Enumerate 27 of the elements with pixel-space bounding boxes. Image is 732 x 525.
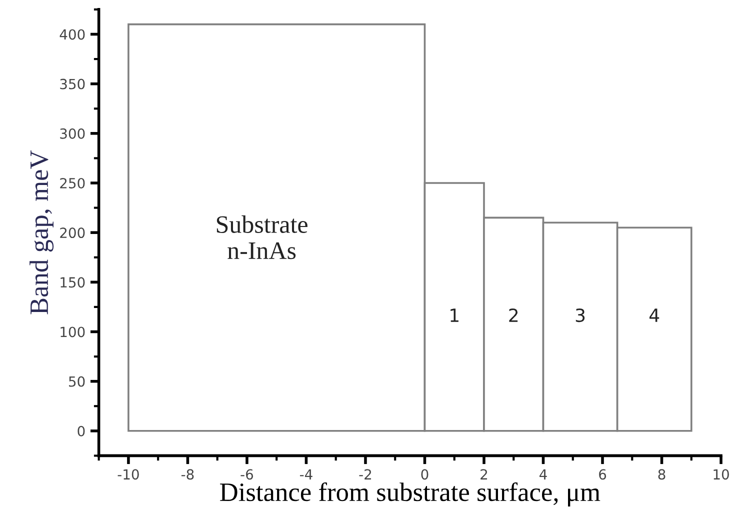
x-tick-label: -2: [359, 469, 372, 480]
x-tick-label: -10: [118, 469, 139, 480]
x-tick-label: -8: [181, 469, 194, 480]
y-tick-label: 50: [69, 376, 85, 387]
annotation: Substrate n-InAs: [216, 215, 308, 260]
y-tick-label: 350: [60, 78, 85, 90]
y-tick-label: 400: [60, 29, 85, 40]
annotation: 2: [509, 308, 518, 322]
x-tick-label: -6: [240, 469, 254, 480]
x-tick-label: 0: [421, 469, 428, 480]
x-tick-label: 4: [540, 469, 547, 480]
annotation: 4: [649, 308, 660, 322]
x-axis-title: Distance from substrate surface, μm: [220, 482, 600, 507]
x-tick-label: 2: [480, 469, 488, 480]
x-tick-label: 6: [599, 469, 606, 480]
y-tick-label: 0: [78, 426, 85, 436]
y-axis-title: Band gap, meV: [30, 150, 54, 314]
y-tick-label: 300: [60, 128, 85, 139]
x-tick-label: -4: [300, 469, 312, 480]
y-tick-label: 250: [60, 178, 85, 188]
y-tick-label: 150: [60, 277, 85, 288]
y-tick-label: 200: [60, 228, 85, 238]
annotation: 1: [450, 308, 458, 322]
x-tick-label: 10: [714, 469, 729, 480]
y-tick-label: 100: [60, 326, 85, 338]
annotation: 3: [576, 308, 585, 322]
x-tick-label: 8: [658, 469, 666, 480]
